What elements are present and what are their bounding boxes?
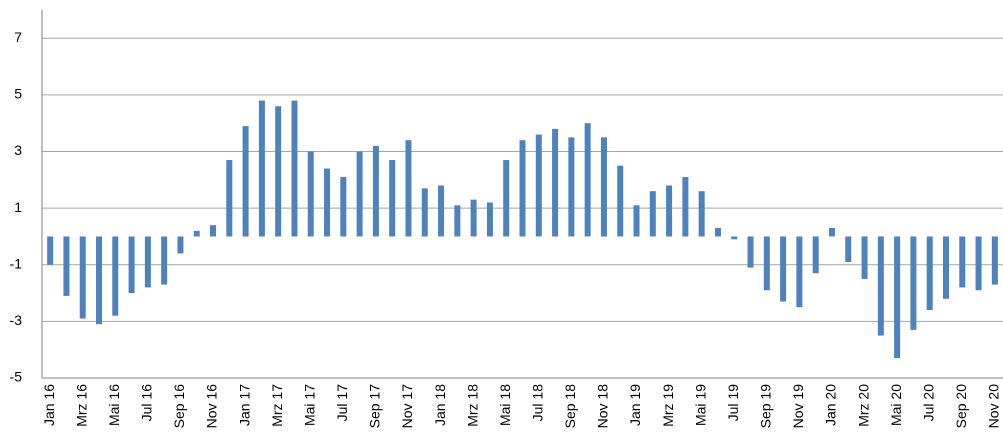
x-tick-label: Mrz 16 [73,384,89,427]
x-tick-label: Nov 16 [204,384,220,429]
bar [258,100,265,237]
bar [79,236,86,319]
bar [454,205,461,237]
bar [600,137,607,237]
y-tick-label: -1 [10,255,23,271]
bar [991,236,998,285]
x-tick-label: Jul 20 [920,384,936,422]
x-tick-label: Mai 18 [497,384,513,426]
x-tick-label: Jan 17 [236,384,252,426]
bar [828,227,835,237]
bar [275,106,282,237]
y-tick-label: 1 [14,199,22,215]
bar [486,202,493,237]
bar [405,140,412,237]
x-tick-label: Nov 17 [399,384,415,429]
x-tick-label: Sep 16 [171,384,187,429]
bar [193,230,200,237]
y-tick-label: -5 [10,369,23,385]
bar [356,151,363,237]
x-tick-label: Nov 18 [595,384,611,429]
x-tick-label: Sep 18 [562,384,578,429]
bar [910,236,917,330]
y-tick-label: 5 [14,86,22,102]
bar [682,177,689,237]
x-tick-label: Jan 16 [41,384,57,426]
x-tick-label: Nov 19 [790,384,806,429]
bar [340,177,347,237]
bar [63,236,70,296]
bar [845,236,852,262]
bar [242,126,249,237]
bar [519,140,526,237]
x-tick-label: Mrz 18 [464,384,480,427]
bar [503,160,510,237]
bar [144,236,151,288]
bar [617,165,624,237]
bar [731,236,738,240]
bar [291,100,298,237]
bar [112,236,119,316]
bar [535,134,542,237]
bar [780,236,787,302]
bar [649,191,656,237]
bar [666,185,673,237]
x-tick-label: Mai 16 [106,384,122,426]
bar [372,145,379,237]
bar [763,236,770,291]
bar [714,227,721,237]
x-tick-label: Jul 19 [725,384,741,422]
x-tick-label: Sep 19 [758,384,774,429]
x-tick-label: Jul 16 [139,384,155,422]
bar [894,236,901,359]
bar [161,236,168,285]
x-tick-label: Jul 17 [334,384,350,422]
bar [47,236,54,265]
x-tick-label: Mai 20 [888,384,904,426]
bar [438,185,445,237]
x-tick-label: Sep 20 [953,384,969,429]
bar [861,236,868,279]
bar [470,199,477,237]
x-tick-label: Mrz 19 [660,384,676,427]
bar [812,236,819,274]
bar [421,188,428,237]
bar [177,236,184,254]
bar [698,191,705,237]
x-tick-label: Nov 20 [986,384,1002,429]
bar [975,236,982,291]
x-tick-label: Mai 17 [301,384,317,426]
bar [926,236,933,311]
bar [959,236,966,288]
bar [307,151,314,237]
y-tick-label: 3 [14,142,22,158]
bar [226,160,233,237]
bar [877,236,884,336]
x-tick-label: Jan 19 [627,384,643,426]
bar [633,205,640,237]
x-tick-label: Jan 20 [823,384,839,426]
bar [128,236,135,294]
x-tick-label: Mrz 17 [269,384,285,427]
bar [552,128,559,237]
x-tick-label: Mrz 20 [855,384,871,427]
x-tick-label: Jul 18 [529,384,545,422]
bar [96,236,103,325]
bar [796,236,803,308]
bar [747,236,754,268]
bar [324,168,331,237]
bar [942,236,949,299]
bar [568,137,575,237]
x-tick-label: Mai 19 [692,384,708,426]
bar [210,225,217,237]
bar [389,160,396,237]
y-tick-label: 7 [14,29,22,45]
x-tick-label: Jan 18 [432,384,448,426]
bar [584,123,591,237]
x-tick-label: Sep 17 [367,384,383,429]
y-tick-label: -3 [10,312,23,328]
